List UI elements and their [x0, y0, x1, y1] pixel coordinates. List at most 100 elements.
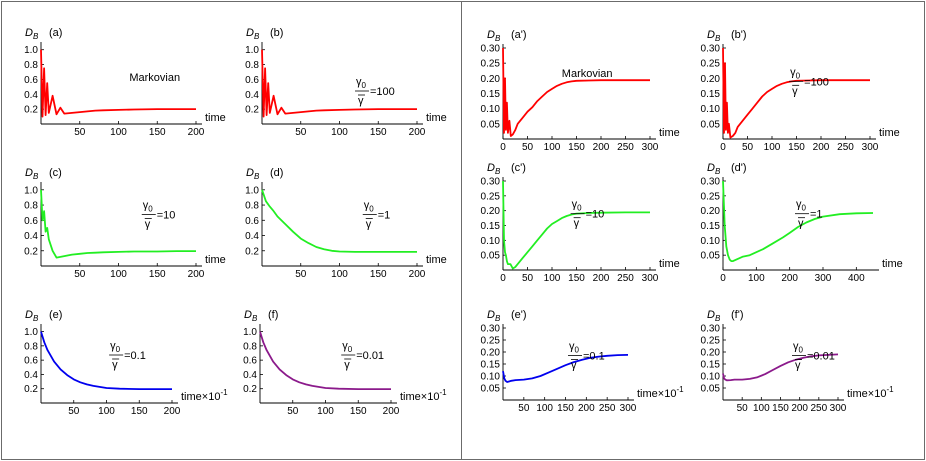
series-line-e	[40, 331, 172, 390]
y-tick-label: 0.10	[481, 236, 501, 247]
annotation-value: =1	[378, 209, 391, 221]
panel-label: (f')	[731, 309, 743, 321]
y-tick-label: 1.0	[24, 45, 38, 56]
annotation-numerator-subscript: 0	[348, 345, 353, 354]
x-tick-label: 200	[188, 127, 205, 138]
x-tick-label: 200	[164, 406, 181, 417]
x-axis-label: time	[879, 127, 900, 139]
annotation-numerator: γ0	[569, 341, 580, 355]
series-line-a2	[502, 47, 650, 137]
annotation-denominator: γ	[798, 218, 804, 230]
annotation-denominator: γ	[358, 95, 364, 107]
panel-f2: 50 100 150 200 250 300 0.050.100.150.200.250.3…	[701, 309, 895, 414]
x-axis-label: time×10-1	[637, 385, 684, 400]
x-axis-label: time×10-1	[847, 385, 894, 400]
y-tick-label: 0.30	[701, 324, 721, 335]
series-line-c	[40, 189, 196, 259]
panel-label: (a)	[49, 27, 62, 39]
x-tick-label: 200	[813, 142, 830, 153]
x-tick-label: 300	[620, 403, 637, 414]
x-tick-label: 150	[568, 273, 585, 284]
y-tick-label: 0.15	[481, 89, 501, 100]
x-tick-label: 100	[98, 406, 115, 417]
annotation-numerator-subscript: 0	[796, 71, 801, 80]
annotation-value: =10	[157, 209, 176, 221]
panel-e: 50 100 150 200 0.2 0.4 0.6 0.8 1.0 DB (e) time×10-1…	[24, 309, 228, 417]
annotation-numerator-subscript: 0	[799, 346, 804, 355]
y-tick-label: 1.0	[24, 185, 38, 196]
annotation-label: Markovian	[129, 72, 180, 84]
y-axis-label: DB	[487, 29, 501, 43]
x-tick-label: 100	[764, 142, 781, 153]
y-tick-label: 0.8	[245, 201, 259, 212]
y-tick-label: 0.8	[243, 341, 257, 352]
y-tick-label: 0.15	[701, 360, 721, 371]
y-tick-label: 0.10	[481, 372, 501, 383]
y-axis-label: DB	[707, 162, 721, 176]
x-tick-label: 150	[772, 403, 789, 414]
x-tick-label: 400	[848, 273, 865, 284]
x-axis-label: time×10-1	[400, 388, 447, 403]
y-tick-label: 0.25	[481, 191, 501, 202]
series-line-a	[40, 49, 196, 118]
y-tick-label: 0.4	[24, 370, 38, 381]
annotation-denominator: γ	[366, 218, 372, 230]
y-axis-label-subscript: B	[33, 172, 39, 181]
y-tick-label: 0.15	[701, 89, 721, 100]
y-tick-label: 0.8	[24, 201, 38, 212]
annotation-numerator: γ0	[342, 340, 353, 354]
y-tick-label: 0.20	[701, 206, 721, 217]
panel-label: (b)	[270, 27, 283, 39]
y-tick-label: 0.2	[24, 105, 38, 116]
annotation-numerator: γ0	[793, 341, 804, 355]
y-axis-label: DB	[244, 309, 258, 323]
annotation-numerator: γ0	[356, 76, 367, 90]
gamma-ratio-annotation-c2: γ0 γ =10	[570, 199, 604, 230]
panel-label: (d)	[270, 167, 283, 179]
gamma-ratio-annotation-f: γ0 γ =0.01	[341, 340, 384, 371]
series-line-f	[259, 331, 391, 390]
annotation-value: =0.1	[124, 350, 146, 362]
gamma-ratio-annotation-b: γ0 γ =100	[355, 76, 395, 107]
y-tick-label: 0.05	[481, 119, 501, 130]
y-axis-label: DB	[707, 29, 721, 43]
x-tick-label: 100	[544, 273, 561, 284]
y-tick-label: 0.4	[245, 231, 259, 242]
gamma-ratio-annotation-f2: γ0 γ =0.01	[792, 341, 835, 372]
annotation-value: =100	[370, 86, 395, 98]
y-axis-label: DB	[487, 162, 501, 176]
y-tick-label: 0.6	[24, 75, 38, 86]
x-tick-label: 300	[815, 273, 832, 284]
y-tick-label: 0.20	[701, 74, 721, 85]
annotation-numerator-subscript: 0	[802, 204, 807, 213]
x-tick-label: 200	[578, 403, 595, 414]
x-tick-label: 50	[68, 406, 80, 417]
annotation-numerator: γ0	[364, 199, 375, 213]
annotation-denominator: γ	[571, 360, 577, 372]
panel-f: 50 100 150 200 0.2 0.4 0.6 0.8 1.0 DB (f) time×10-1…	[243, 309, 447, 417]
y-tick-label: 0.4	[24, 231, 38, 242]
x-tick-label: 50	[522, 273, 534, 284]
y-axis-label: DB	[707, 309, 721, 323]
y-tick-label: 0.15	[481, 360, 501, 371]
annotation-numerator-subscript: 0	[362, 81, 367, 90]
y-axis-label: DB	[487, 309, 501, 323]
y-tick-label: 0.05	[701, 119, 721, 130]
y-tick-label: 0.2	[243, 384, 257, 395]
y-axis-label-subscript: B	[715, 314, 721, 323]
x-tick-label: 0	[500, 273, 506, 284]
y-axis-label-subscript: B	[33, 314, 39, 323]
x-tick-label: 200	[781, 273, 798, 284]
y-tick-label: 0.6	[243, 356, 257, 367]
x-tick-label: 150	[568, 142, 585, 153]
x-tick-label: 150	[370, 127, 387, 138]
series-line-b	[261, 49, 417, 118]
panel-label: (b')	[731, 29, 747, 41]
x-axis-label-exponent: -1	[439, 388, 447, 397]
y-tick-label: 0.30	[701, 44, 721, 55]
figure-frame-left	[1, 1, 462, 460]
x-axis-label: time	[426, 112, 447, 124]
y-tick-label: 0.4	[245, 90, 259, 101]
x-tick-label: 100	[110, 127, 127, 138]
x-tick-label: 50	[295, 127, 307, 138]
